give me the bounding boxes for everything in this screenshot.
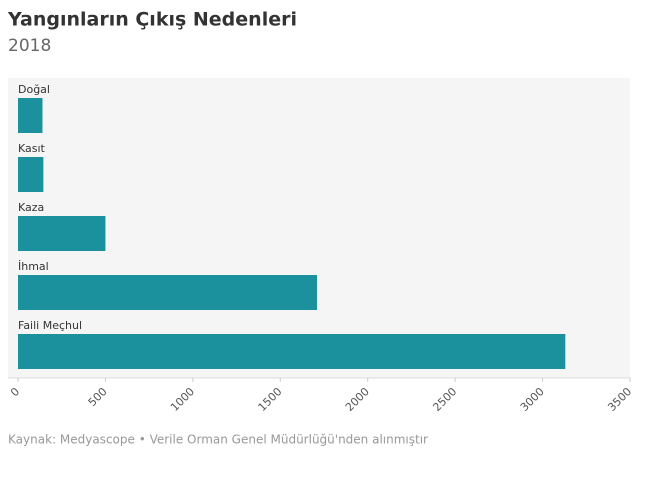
chart-subtitle: 2018 xyxy=(8,36,51,56)
bar xyxy=(18,98,43,133)
bar xyxy=(18,275,318,310)
bar xyxy=(18,216,106,251)
bar xyxy=(18,157,44,192)
x-tick-label: 2500 xyxy=(430,385,459,414)
source-note: Kaynak: Medyascope • Verile Orman Genel … xyxy=(8,433,428,447)
category-label: Doğal xyxy=(18,83,50,96)
x-tick-label: 1500 xyxy=(256,385,285,414)
category-label: Faili Meçhul xyxy=(18,319,82,332)
bar xyxy=(18,334,566,369)
chart-title: Yangınların Çıkış Nedenleri xyxy=(7,9,297,31)
plot-area xyxy=(8,78,630,378)
category-label: İhmal xyxy=(18,260,49,273)
x-tick-label: 0 xyxy=(8,385,22,399)
x-tick-label: 1000 xyxy=(168,385,197,414)
category-label: Kasıt xyxy=(18,142,46,155)
x-tick-label: 2000 xyxy=(343,385,372,414)
category-label: Kaza xyxy=(18,201,44,214)
x-tick-label: 500 xyxy=(86,385,110,409)
x-tick-label: 3000 xyxy=(518,385,547,414)
x-tick-label: 3500 xyxy=(605,385,634,414)
